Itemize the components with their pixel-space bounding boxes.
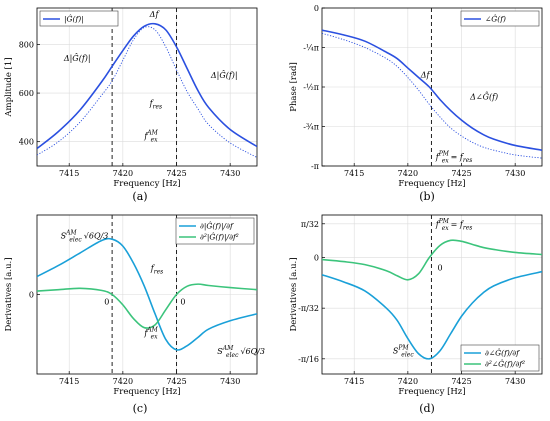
annotation-zero: 0 [104, 297, 109, 306]
x-tick-label: 7420 [398, 169, 418, 178]
x-tick-label: 7415 [344, 169, 364, 178]
series-line-2 [37, 283, 257, 329]
y-tick-label: -¾π [303, 123, 319, 132]
x-tick-label: 7420 [113, 377, 133, 386]
panel-caption: (c) [133, 402, 148, 415]
y-tick-label: 600 [19, 89, 34, 98]
legend: ∠Ĝ(f) [460, 10, 540, 27]
series-line-1 [37, 237, 257, 351]
series-line-2 [322, 239, 542, 281]
annotation: fAM ex [143, 327, 158, 341]
x-tick-label: 7430 [220, 377, 240, 386]
x-axis-label: Frequency [Hz] [113, 179, 180, 189]
legend-entry: ∂|Ĝ(f)|/∂f [200, 222, 234, 231]
y-tick-label: -π/16 [298, 355, 319, 364]
legend: |Ĝ(f)| [39, 10, 119, 27]
plot-area [37, 215, 257, 374]
legend-entry: |Ĝ(f)| [64, 15, 84, 24]
x-axis-label: Frequency [Hz] [398, 387, 465, 397]
panel-c: 7415 7420 7425 7430 0 Frequency [Hz] Derivativ… [4, 214, 265, 415]
annotation-zero: 0 [180, 297, 185, 306]
legend-entry: ∂²∠Ĝ(f)/∂f² [485, 360, 525, 369]
annotation: SPM elec [393, 345, 414, 359]
legend-entry: ∂∠Ĝ(f)/∂f [485, 349, 520, 358]
annotation: SAM elec √6Q/3 [217, 345, 265, 359]
panel-caption: (a) [132, 190, 147, 203]
legend-box [460, 344, 540, 372]
annotation: Δf [420, 70, 432, 79]
y-axis-label: Phase [rad] [289, 62, 299, 112]
panel-d: 7415 7420 7425 7430 π/32 0 -π/32 -π/16 Frequency… [289, 214, 543, 415]
annotation: fres [149, 99, 162, 111]
plot-area [37, 8, 257, 166]
annotation: Δ|Ĝ(f)| [210, 71, 238, 80]
annotation: SAM elec √6Q/3 [61, 230, 109, 244]
x-tick-label: 7425 [451, 377, 471, 386]
x-tick-label: 7425 [166, 169, 186, 178]
y-tick-label: 0 [314, 4, 319, 13]
legend-box [460, 10, 540, 27]
annotation: fres [150, 264, 163, 276]
annotation: Δ|Ĝ(f)| [63, 54, 91, 63]
y-tick-label: 0 [29, 291, 34, 300]
y-axis-label: Derivatives [a.u.] [4, 257, 14, 331]
y-tick-label: -π [311, 162, 319, 171]
plot-area [322, 8, 542, 166]
x-tick-label: 7430 [220, 169, 240, 178]
annotation: Δ∠Ĝ(f) [469, 92, 498, 101]
x-axis-label: Frequency [Hz] [398, 179, 465, 189]
x-tick-label: 7420 [398, 377, 418, 386]
x-axis-label: Frequency [Hz] [113, 387, 180, 397]
y-tick-label: 800 [19, 40, 34, 49]
annotation-zero: 0 [438, 264, 443, 273]
x-tick-label: 7430 [505, 169, 525, 178]
y-tick-label: 0 [314, 254, 319, 263]
x-tick-label: 7415 [59, 169, 79, 178]
plot-frame [321, 214, 543, 375]
annotation: fPM ex = fres [435, 218, 473, 232]
series-line-2 [37, 26, 257, 158]
panel-a: 7415 7420 7425 7430 400 600 800 Frequency [Hz] A… [4, 7, 258, 203]
legend-entry: ∂²|Ĝ(f)|/∂f² [200, 233, 239, 242]
y-axis-label: Amplitude [1] [4, 57, 14, 117]
y-tick-label: 400 [19, 138, 34, 147]
legend-box [39, 10, 119, 27]
plot-frame [36, 7, 258, 167]
series-line-1 [322, 29, 542, 151]
x-tick-label: 7425 [166, 377, 186, 386]
legend: ∂|Ĝ(f)|/∂f ∂²|Ĝ(f)|/∂f² [175, 217, 255, 245]
panel-caption: (b) [419, 190, 435, 203]
y-tick-label: -π/32 [298, 304, 319, 313]
series-line-1 [37, 22, 257, 150]
panel-caption: (d) [419, 402, 435, 415]
panel-b: 7415 7420 7425 7430 0 -¼π -½π -¾π -π Frequency [H… [289, 4, 543, 203]
legend-box [175, 217, 255, 245]
y-tick-label: -¼π [303, 44, 319, 53]
x-tick-label: 7415 [344, 377, 364, 386]
legend-entry: ∠Ĝ(f) [485, 15, 506, 24]
series-line-2 [322, 32, 542, 159]
annotation: fAM ex [143, 130, 158, 144]
y-tick-label: -½π [303, 83, 319, 92]
x-tick-label: 7415 [59, 377, 79, 386]
series-line-1 [322, 270, 542, 360]
x-tick-label: 7430 [505, 377, 525, 386]
y-axis-label: Derivatives [a.u.] [289, 257, 299, 331]
x-tick-label: 7420 [113, 169, 133, 178]
y-tick-label: π/32 [301, 220, 319, 229]
x-tick-label: 7425 [451, 169, 471, 178]
annotation: fPM ex = fres [435, 151, 473, 165]
annotation: Δf [149, 10, 161, 19]
legend: ∂∠Ĝ(f)/∂f ∂²∠Ĝ(f)/∂f² [460, 344, 540, 372]
plot-area [322, 215, 542, 374]
